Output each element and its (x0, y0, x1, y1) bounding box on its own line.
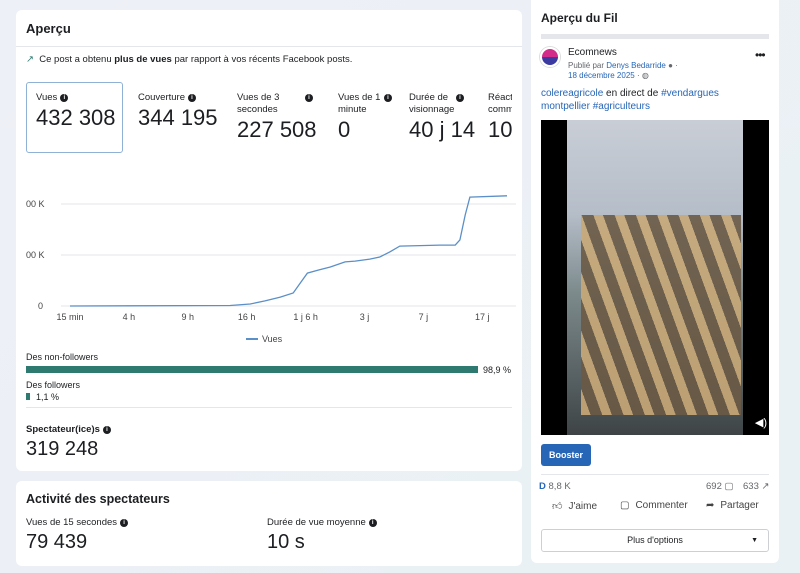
more-icon[interactable]: ••• (755, 48, 766, 62)
info-icon: i (368, 519, 377, 527)
share-button[interactable]: ➦ Partager (706, 500, 759, 511)
x-tick-label: 4 h (123, 312, 136, 322)
share-icon: ➦ (706, 500, 715, 511)
non-followers-bar (26, 366, 478, 373)
metric[interactable]: Vues de 1 minute i 0 (338, 92, 392, 142)
views-line-chart: 0 00 K 00 K 15 min 4 h 9 h 16 h 1 j 6 h 3 j 7 j 17… (26, 195, 516, 344)
reactions-count[interactable]: D 8,8 K (539, 481, 571, 492)
info-icon: i (456, 94, 464, 102)
comment-icon: ▢ (724, 481, 734, 492)
overview-title: Aperçu (26, 21, 71, 36)
non-followers-pct: 98,9 % (483, 365, 512, 375)
y-tick-label: 00 K (26, 250, 45, 260)
metric[interactable]: Vues de 3 secondes i 227 508 (237, 92, 317, 142)
thumbs-up-icon: 👍︎ (552, 501, 563, 512)
globe-icon: ◍ (641, 71, 649, 80)
boost-button[interactable]: Booster (541, 444, 591, 466)
feed-preview-card: Aperçu du Fil Ecomnews Publié par Denys … (531, 0, 779, 563)
caret-down-icon: ▼ (751, 537, 758, 544)
overview-card: Aperçu ↗ Ce post a obtenu plus de vues p… (16, 10, 522, 471)
x-tick-label: 17 j (475, 312, 490, 322)
metric-views[interactable] (26, 82, 123, 153)
spectators-label: Spectateur(ice)s i (26, 424, 111, 435)
avg-duration-label: Durée de vue moyenne i (267, 517, 377, 528)
x-tick-label: 1 j 6 h (293, 312, 318, 322)
comments-count[interactable]: 692 ▢ (706, 481, 734, 492)
info-icon: i (384, 94, 392, 102)
trend-icon: ↗ (26, 54, 34, 65)
metric: Vues i 432 308 (36, 92, 116, 130)
more-options-dropdown[interactable]: Plus d'options ▼ (541, 529, 769, 552)
info-icon: i (102, 426, 111, 434)
y-tick-label: 0 (38, 301, 43, 311)
spectators-value: 319 248 (26, 438, 99, 460)
comment-button[interactable]: ▢ Commenter (620, 500, 688, 511)
views-series-line (69, 195, 508, 307)
metric[interactable]: Réact comm 10 (488, 92, 512, 142)
views-15s-value: 79 439 (26, 531, 88, 553)
followers-pct: 1,1 % (36, 392, 60, 402)
volume-icon[interactable]: ◀) (754, 417, 767, 429)
info-icon: i (120, 519, 129, 527)
post-text: colereagricole en direct de #vendargues m… (541, 88, 719, 112)
like-reaction-icon: D (539, 481, 546, 492)
x-tick-label: 16 h (238, 312, 256, 322)
x-tick-label: 15 min (56, 312, 83, 322)
info-icon: i (305, 94, 313, 102)
avg-15s-label: Vues de 15 secondes i (26, 517, 129, 528)
y-tick-label: 00 K (26, 199, 45, 209)
feed-title: Aperçu du Fil (541, 11, 618, 25)
x-tick-label: 3 j (360, 312, 370, 322)
comment-icon: ▢ (620, 500, 630, 511)
page-avatar[interactable] (540, 47, 560, 67)
post-date[interactable]: 18 décembre 2025 · ◍ (568, 71, 649, 80)
published-by: Publié par Denys Bedarride ● · (568, 61, 678, 70)
info-icon: i (188, 94, 196, 102)
insight-text: ↗ Ce post a obtenu plus de vues par rapp… (26, 54, 353, 65)
like-button[interactable]: 👍︎ J'aime (552, 500, 598, 513)
non-followers-label: Des non-followers (26, 352, 99, 362)
followers-label: Des followers (26, 380, 81, 390)
post-video[interactable]: ◀) (541, 120, 769, 435)
page-name[interactable]: Ecomnews (568, 47, 617, 58)
activity-title: Activité des spectateurs (26, 492, 170, 506)
legend-label: Vues (262, 334, 283, 344)
followers-bar (26, 393, 30, 400)
avg-duration-value: 10 s (267, 531, 305, 553)
activity-card: Activité des spectateurs Vues de 15 seco… (16, 481, 522, 566)
info-icon: i (60, 94, 69, 102)
shares-count[interactable]: 633 ↗ (743, 481, 770, 492)
x-tick-label: 7 j (419, 312, 429, 322)
metric[interactable]: Couverture i 344 195 (138, 92, 218, 130)
x-tick-label: 9 h (182, 312, 195, 322)
